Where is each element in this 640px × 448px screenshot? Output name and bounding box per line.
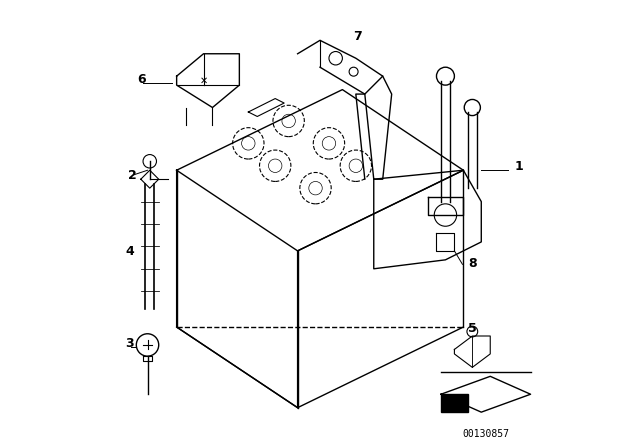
Polygon shape (441, 394, 468, 412)
Text: 8: 8 (468, 257, 476, 270)
Text: 7: 7 (353, 30, 362, 43)
Text: 6: 6 (137, 73, 146, 86)
Text: 00130857: 00130857 (462, 429, 509, 439)
Text: 5: 5 (468, 322, 477, 335)
Text: 3: 3 (125, 337, 134, 350)
Text: 1: 1 (515, 160, 524, 173)
Text: 4: 4 (125, 246, 134, 258)
Text: ✕: ✕ (200, 76, 207, 86)
Text: 2: 2 (128, 169, 137, 182)
